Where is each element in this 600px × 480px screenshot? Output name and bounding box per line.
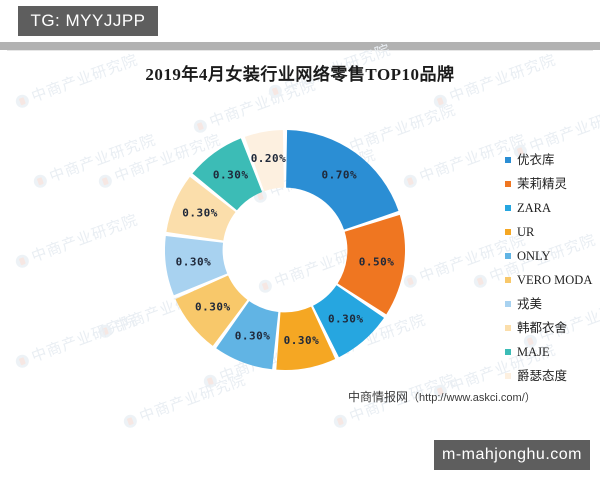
legend-swatch-icon xyxy=(505,349,511,355)
page-title: 2019年4月女装行业网络零售TOP10品牌 xyxy=(145,65,455,84)
donut-slice[interactable] xyxy=(276,306,336,370)
legend-swatch-icon xyxy=(505,157,511,163)
legend-swatch-icon xyxy=(505,325,511,331)
donut-slice-label: 0.30% xyxy=(328,313,364,326)
tg-watermark-badge: TG: MYYJJPP xyxy=(18,6,158,36)
left-border-strip xyxy=(0,50,7,438)
legend-item-label: 爵瑟态度 xyxy=(517,368,568,383)
donut-slice-label: 0.30% xyxy=(182,207,218,220)
donut-slice-label: 0.30% xyxy=(176,255,212,268)
legend-item-label: VERO MODA xyxy=(517,272,593,287)
legend-item-label: MAJE xyxy=(517,344,550,359)
donut-slice-label: 0.70% xyxy=(321,168,357,181)
legend-item[interactable]: 茉莉精灵 xyxy=(505,172,600,196)
legend-item[interactable]: 戎美 xyxy=(505,292,600,316)
top-border-strip xyxy=(0,42,600,50)
donut-chart: 0.70% 0.50% 0.30% 0.30% 0.30% 0.30% 0.30% 0.30%… xyxy=(165,110,405,390)
donut-slice-label: 0.30% xyxy=(235,329,271,342)
legend-item-label: 韩都衣舍 xyxy=(517,320,568,335)
legend-item[interactable]: 韩都衣舍 xyxy=(505,316,600,340)
legend-item-label: ONLY xyxy=(517,248,551,263)
donut-slice[interactable] xyxy=(166,176,236,241)
legend-swatch-icon xyxy=(505,229,511,235)
donut-slice[interactable] xyxy=(165,235,228,296)
donut-slice[interactable] xyxy=(244,130,284,192)
legend-item-label: 茉莉精灵 xyxy=(517,176,568,191)
legend-swatch-icon xyxy=(505,253,511,259)
donut-slice-label: 0.30% xyxy=(195,301,231,314)
legend-item[interactable]: 优衣库 xyxy=(505,148,600,172)
donut-slice[interactable] xyxy=(313,285,384,358)
legend-item-label: UR xyxy=(517,224,535,239)
donut-slice-label: 0.30% xyxy=(213,168,249,181)
legend-swatch-icon xyxy=(505,181,511,187)
donut-slice[interactable] xyxy=(337,214,405,315)
donut-label-group: 0.70% 0.50% 0.30% 0.30% 0.30% 0.30% 0.30% 0.30%… xyxy=(176,152,395,347)
donut-svg: 0.70% 0.50% 0.30% 0.30% 0.30% 0.30% 0.30% 0.30%… xyxy=(165,130,405,370)
tg-watermark-label: TG: MYYJJPP xyxy=(30,11,146,30)
donut-slice[interactable] xyxy=(286,130,399,230)
donut-slice-label: 0.50% xyxy=(359,255,395,268)
chart-canvas xyxy=(7,50,593,436)
source-name: 中商情报网 xyxy=(348,390,409,404)
legend-item-label: 戎美 xyxy=(517,296,543,311)
source-url: （http://www.askci.com/） xyxy=(408,392,536,404)
legend-swatch-icon xyxy=(505,277,511,283)
donut-slice-label: 0.20% xyxy=(251,152,287,165)
legend-item[interactable]: MAJE xyxy=(505,340,600,364)
legend-item[interactable]: ZARA xyxy=(505,196,600,220)
donut-slice-group xyxy=(165,130,405,370)
donut-slice[interactable] xyxy=(175,275,248,346)
legend-item[interactable]: VERO MODA xyxy=(505,268,600,292)
legend-item-label: ZARA xyxy=(517,200,552,215)
site-watermark-label: m-mahjonghu.com xyxy=(442,446,582,463)
legend-swatch-icon xyxy=(505,373,511,379)
donut-slice[interactable] xyxy=(192,138,263,211)
donut-slice-label: 0.30% xyxy=(284,334,320,347)
legend-item[interactable]: 爵瑟态度 xyxy=(505,364,600,388)
donut-slice[interactable] xyxy=(216,301,279,370)
legend-swatch-icon xyxy=(505,205,511,211)
legend-item[interactable]: ONLY xyxy=(505,244,600,268)
source-note: 中商情报网（http://www.askci.com/） xyxy=(348,388,536,405)
site-watermark-badge: m-mahjonghu.com xyxy=(434,440,590,470)
chart-legend: 优衣库茉莉精灵 ZARA UR ONLY VERO MODA 戎美韩都衣舍 MAJE 爵瑟态度 xyxy=(505,148,600,388)
legend-item[interactable]: UR xyxy=(505,220,600,244)
legend-swatch-icon xyxy=(505,301,511,307)
legend-item-label: 优衣库 xyxy=(517,152,555,167)
